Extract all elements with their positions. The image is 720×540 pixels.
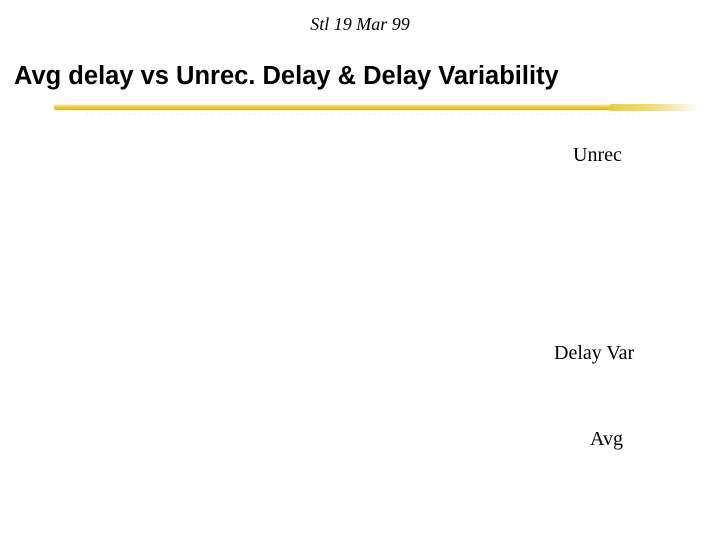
label-unrec: Unrec — [573, 144, 622, 167]
title-underline — [54, 102, 702, 120]
label-avg: Avg — [590, 428, 623, 451]
underline-bar — [54, 105, 614, 110]
underline-tail — [609, 104, 699, 111]
slide-page: Stl 19 Mar 99 Avg delay vs Unrec. Delay … — [0, 0, 720, 540]
header-date: Stl 19 Mar 99 — [0, 14, 720, 35]
slide-title: Avg delay vs Unrec. Delay & Delay Variab… — [14, 62, 559, 91]
label-delay-var: Delay Var — [554, 342, 634, 365]
underline-dots — [84, 113, 644, 115]
